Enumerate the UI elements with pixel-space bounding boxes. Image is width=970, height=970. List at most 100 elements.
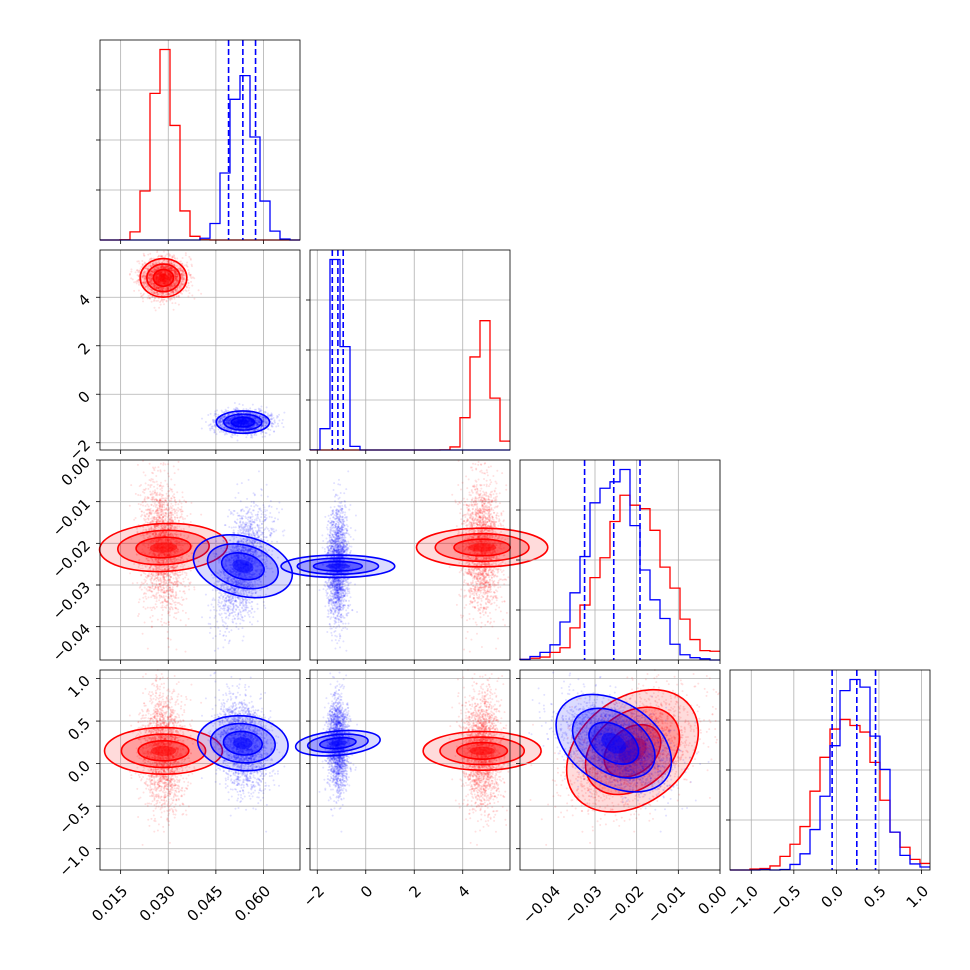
sample-point <box>157 286 160 289</box>
sample-point <box>177 294 180 297</box>
sample-point <box>174 271 177 274</box>
sample-point <box>171 255 174 258</box>
sample-point <box>188 273 191 276</box>
sample-point <box>154 309 157 312</box>
sample-point <box>156 251 159 254</box>
sample-point <box>138 281 141 284</box>
sample-point <box>191 294 194 297</box>
density-contour <box>158 273 169 283</box>
sample-point <box>209 423 212 426</box>
sample-point <box>149 257 152 260</box>
sample-point <box>159 271 162 274</box>
sample-point <box>130 270 133 273</box>
sample-point <box>143 270 146 273</box>
sample-point <box>272 430 275 433</box>
sample-point <box>189 257 192 260</box>
sample-point <box>169 299 172 302</box>
sample-point <box>151 295 154 298</box>
sample-point <box>159 281 162 284</box>
sample-point <box>184 252 187 255</box>
sample-point <box>177 468 180 471</box>
sample-point <box>193 277 196 280</box>
sample-point <box>148 278 151 281</box>
sample-point <box>263 435 266 438</box>
sample-point <box>174 273 177 276</box>
sample-point <box>255 434 258 437</box>
sample-point <box>130 268 133 271</box>
sample-point <box>162 250 165 253</box>
sample-point <box>162 282 165 285</box>
sample-point <box>266 414 269 417</box>
sample-point <box>269 429 272 432</box>
sample-point <box>186 514 189 517</box>
sample-point <box>190 263 193 266</box>
sample-point <box>200 292 203 295</box>
sample-point <box>153 306 156 309</box>
sample-point <box>191 284 194 287</box>
sample-point <box>147 483 150 486</box>
sample-point <box>149 270 152 273</box>
sample-point <box>147 253 150 256</box>
sample-point <box>187 282 190 285</box>
sample-point <box>143 586 146 589</box>
sample-point <box>186 261 189 264</box>
sample-point <box>166 291 169 294</box>
sample-point <box>171 267 174 270</box>
sample-point <box>204 420 207 423</box>
sample-point <box>153 262 156 265</box>
sample-point <box>267 428 270 431</box>
sample-point <box>144 607 147 610</box>
sample-point <box>145 597 148 600</box>
sample-point <box>211 425 214 428</box>
sample-point <box>217 413 220 416</box>
sample-point <box>150 288 153 291</box>
sample-point <box>158 272 161 275</box>
sample-point <box>150 275 153 278</box>
sample-point <box>142 596 145 599</box>
sample-point <box>161 487 164 490</box>
sample-point <box>178 296 181 299</box>
sample-point <box>215 433 218 436</box>
sample-point <box>167 273 170 276</box>
sample-point <box>160 282 163 285</box>
sample-point <box>174 290 177 293</box>
sample-point <box>168 273 171 276</box>
sample-point <box>169 276 172 279</box>
sample-point <box>156 272 159 275</box>
sample-point <box>174 274 177 277</box>
sample-point <box>167 279 170 282</box>
sample-point <box>277 424 280 427</box>
sample-point <box>153 285 156 288</box>
sample-point <box>208 427 211 430</box>
sample-point <box>166 292 169 295</box>
sample-point <box>157 286 160 289</box>
sample-point <box>168 265 171 268</box>
panel-frame <box>99 39 301 241</box>
sample-point <box>274 421 277 424</box>
sample-point <box>232 408 235 411</box>
sample-point <box>278 413 281 416</box>
sample-point <box>213 412 216 415</box>
sample-point <box>143 262 146 265</box>
sample-point <box>162 283 165 286</box>
sample-point <box>157 279 160 282</box>
sample-point <box>214 410 217 413</box>
sample-point <box>151 275 154 278</box>
sample-point <box>164 254 167 257</box>
sample-point <box>200 513 203 516</box>
sample-point <box>153 270 156 273</box>
sample-point <box>138 262 141 265</box>
sample-point <box>163 283 166 286</box>
sample-point <box>181 570 184 573</box>
sample-point <box>187 289 190 292</box>
sample-point <box>168 273 171 276</box>
sample-point <box>233 401 236 404</box>
sample-point <box>167 265 170 268</box>
sample-point <box>235 406 238 409</box>
sample-point <box>134 516 137 519</box>
sample-point <box>260 432 263 435</box>
sample-point <box>167 252 170 255</box>
sample-point <box>160 255 163 258</box>
sample-point <box>148 297 151 300</box>
sample-point <box>165 299 168 302</box>
